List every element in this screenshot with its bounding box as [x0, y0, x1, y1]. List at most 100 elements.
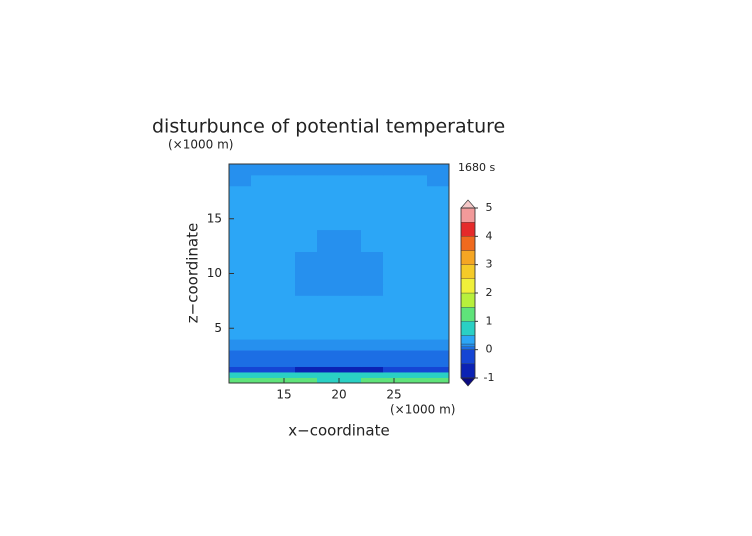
colorbar-tick-label: 2 — [486, 286, 493, 299]
field-cell — [295, 164, 318, 176]
field-cell — [273, 295, 296, 318]
field-cell — [339, 372, 362, 378]
field-cell — [383, 185, 406, 209]
field-cell — [339, 295, 362, 318]
field-cell — [383, 366, 406, 373]
field-cell — [339, 366, 362, 373]
colorbar-band — [460, 321, 476, 336]
colorbar-tick-label: 5 — [486, 201, 493, 214]
field-cell — [229, 366, 252, 373]
field-cell — [317, 366, 340, 373]
x-tick-label: 25 — [386, 388, 401, 402]
field-cell — [427, 372, 450, 378]
field-cell — [229, 361, 252, 367]
field-cell — [383, 207, 406, 231]
field-cell — [361, 164, 384, 176]
field-cell — [361, 377, 384, 384]
field-cell — [405, 317, 428, 340]
field-cell — [427, 229, 450, 252]
field-cell — [361, 361, 384, 367]
field-cell — [317, 229, 340, 252]
field-cell — [405, 284, 428, 296]
colorbar-band — [460, 278, 476, 294]
y-tick-label: 15 — [207, 211, 222, 225]
field-cell — [383, 361, 406, 367]
colorbar-tick-label: -1 — [484, 371, 495, 384]
field-cell — [339, 377, 362, 384]
field-cell — [427, 295, 450, 318]
field-cell — [273, 317, 296, 340]
field-cell — [361, 174, 384, 187]
field-cell — [273, 339, 296, 351]
field-cell — [383, 262, 406, 285]
field-cell — [317, 174, 340, 187]
field-cell — [317, 361, 340, 367]
field-cell — [427, 317, 450, 340]
field-cell — [295, 295, 318, 318]
y-tick-label: 5 — [214, 321, 222, 335]
field-cell — [273, 174, 296, 187]
field-cell — [339, 361, 362, 367]
field-cell — [427, 361, 450, 367]
chart-title: disturbunce of potential temperature — [152, 116, 505, 138]
field-cell — [361, 350, 384, 362]
field-cell — [273, 229, 296, 252]
field-cell — [295, 262, 318, 285]
field-cell — [317, 317, 340, 340]
field-cell — [361, 366, 384, 373]
y-tick-label: 10 — [207, 266, 222, 280]
field-cell — [229, 317, 252, 340]
field-cell — [317, 207, 340, 231]
field-cell — [229, 262, 252, 285]
field-cell — [361, 295, 384, 318]
field-cell — [339, 164, 362, 176]
field-cell — [295, 284, 318, 296]
field-cell — [273, 164, 296, 176]
field-cell — [273, 350, 296, 362]
field-cell — [251, 174, 274, 187]
field-cell — [317, 377, 340, 384]
field-cell — [295, 229, 318, 252]
field-cell — [405, 377, 428, 384]
field-cell — [339, 350, 362, 362]
time-label: 1680 s — [458, 161, 495, 174]
field-cell — [405, 185, 428, 209]
field-cell — [405, 207, 428, 231]
colorbar-tick-label: 3 — [486, 258, 493, 271]
field-cell — [295, 361, 318, 367]
field-cell — [339, 284, 362, 296]
field-cell — [383, 164, 406, 176]
field-cell — [295, 350, 318, 362]
field-cell — [427, 185, 450, 209]
field-cell — [427, 377, 450, 384]
field-cell — [405, 350, 428, 362]
field-cell — [295, 317, 318, 340]
field-cell — [339, 262, 362, 285]
field-cell — [251, 164, 274, 176]
field-cell — [251, 262, 274, 285]
field-cell — [295, 366, 318, 373]
field-cell — [317, 164, 340, 176]
field-cell — [273, 251, 296, 263]
field-cell — [405, 262, 428, 285]
field-cell — [317, 372, 340, 378]
field-cell — [229, 372, 252, 378]
field-cell — [405, 366, 428, 373]
field-cell — [361, 284, 384, 296]
colorbar-band — [460, 349, 476, 364]
field-cell — [251, 185, 274, 209]
field-cell — [427, 350, 450, 362]
y-unit: (×1000 m) — [168, 138, 233, 152]
field-cell — [405, 372, 428, 378]
field-cell — [383, 251, 406, 263]
field-cell — [229, 174, 252, 187]
field-cell — [251, 284, 274, 296]
field-cell — [405, 295, 428, 318]
field-cell — [339, 339, 362, 351]
field-cell — [229, 377, 252, 384]
field-cell — [317, 185, 340, 209]
colorbar-under — [460, 377, 476, 387]
field-cell — [295, 207, 318, 231]
field-cell — [273, 207, 296, 231]
